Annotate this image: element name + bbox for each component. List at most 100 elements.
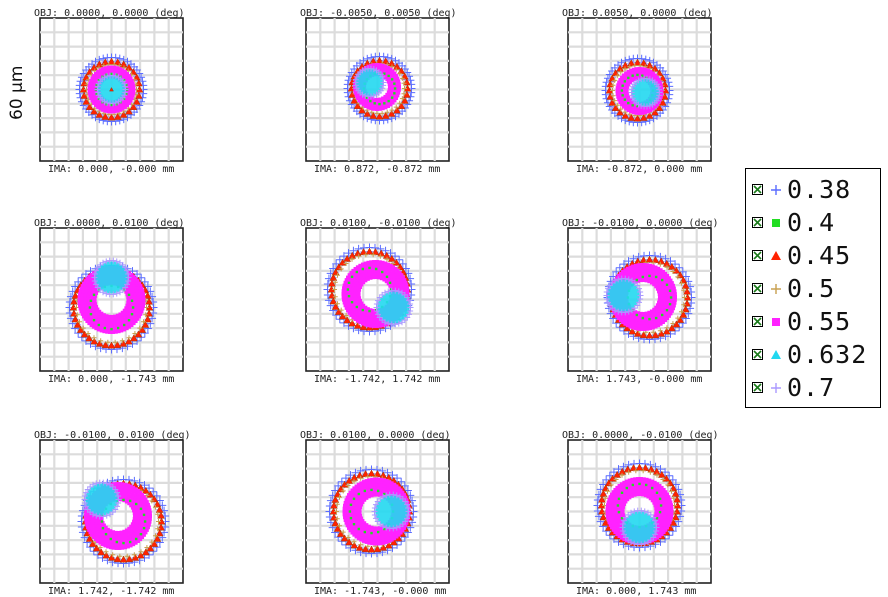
spot-0.55 — [139, 525, 144, 530]
spot-0.45 — [616, 108, 624, 116]
spot-0.7 — [604, 299, 611, 306]
spot-0.55 — [617, 483, 622, 488]
spot-0.55 — [127, 81, 132, 86]
spot-0.55 — [112, 65, 117, 70]
spot-0.55 — [365, 264, 370, 269]
legend-entry[interactable]: 0.45 — [752, 239, 880, 272]
spot-0.7 — [399, 319, 405, 326]
spot-0.55 — [655, 482, 660, 487]
spot-0.45 — [330, 501, 338, 509]
spot-0.55 — [645, 490, 650, 495]
checkbox-icon[interactable] — [752, 184, 763, 195]
legend-entry[interactable]: 0.55 — [752, 305, 880, 338]
spot-0.55 — [617, 526, 622, 531]
spot-0.4 — [368, 266, 371, 270]
spot-0.55 — [94, 305, 99, 310]
spot-0.55 — [655, 312, 660, 317]
spot-0.55 — [638, 492, 643, 497]
spot-0.5 — [399, 96, 405, 102]
spot-0.55 — [345, 506, 350, 511]
spot-0.7 — [620, 531, 627, 538]
checkbox-icon[interactable] — [752, 316, 763, 327]
checkbox-icon[interactable] — [752, 283, 763, 294]
spot-0.55 — [390, 281, 395, 286]
spot-0.55 — [128, 98, 133, 103]
spot-0.55 — [656, 514, 661, 519]
spot-0.4 — [669, 296, 673, 299]
spot-0.55 — [649, 280, 654, 285]
spot-0.5 — [105, 339, 111, 345]
spot-0.55 — [342, 506, 347, 511]
spot-0.55 — [131, 303, 136, 308]
spot-0.55 — [654, 269, 659, 274]
spot-0.55 — [369, 493, 374, 498]
spot-0.55 — [113, 323, 118, 328]
spot-0.5 — [671, 495, 677, 501]
spot-0.55 — [107, 535, 112, 540]
spot-0.55 — [99, 311, 104, 316]
spot-0.55 — [83, 316, 88, 321]
spot-0.55 — [620, 315, 625, 320]
spot-0.55 — [369, 525, 374, 530]
spot-0.55 — [345, 495, 350, 500]
spot-0.55 — [95, 534, 100, 539]
checkbox-icon[interactable] — [752, 349, 763, 360]
spot-0.55 — [144, 511, 149, 516]
spot-0.55 — [626, 482, 631, 487]
spot-0.55 — [365, 273, 370, 278]
spot-0.4 — [128, 540, 132, 544]
legend-entry[interactable]: 0.4 — [752, 206, 880, 239]
spot-0.55 — [660, 297, 665, 302]
checkbox-icon[interactable] — [752, 382, 763, 393]
spot-0.55 — [127, 501, 132, 506]
spot-0.55 — [104, 314, 109, 319]
spot-0.55 — [657, 483, 662, 488]
spot-0.55 — [113, 530, 118, 535]
spot-0.45 — [666, 479, 675, 487]
spot-0.45 — [101, 112, 110, 120]
spot-0.4 — [109, 537, 113, 541]
legend-entry[interactable]: 0.38 — [752, 173, 880, 206]
legend-entry[interactable]: 0.5 — [752, 272, 880, 305]
spot-0.55 — [388, 97, 393, 102]
spot-0.55 — [638, 278, 643, 283]
spot-0.55 — [386, 104, 390, 109]
spot-0.55 — [118, 542, 123, 547]
spot-0.55 — [353, 530, 358, 535]
spot-0.55 — [88, 283, 93, 288]
spot-0.55 — [127, 490, 132, 495]
checkbox-icon[interactable] — [752, 217, 763, 228]
spot-points — [65, 257, 158, 354]
spot-0.55 — [360, 483, 365, 488]
spot-0.55 — [394, 534, 399, 539]
spot-0.55 — [356, 523, 361, 528]
spot-0.55 — [658, 493, 663, 498]
spot-0.55 — [92, 299, 97, 304]
legend-entry[interactable]: 0.7 — [752, 371, 880, 404]
spot-0.55 — [389, 79, 394, 84]
legend-entry[interactable]: 0.632 — [752, 338, 880, 371]
spot-0.55 — [348, 490, 353, 495]
spot-0.55 — [116, 539, 121, 544]
spot-0.45 — [683, 287, 691, 295]
spot-0.7 — [606, 302, 613, 309]
spot-0.45 — [350, 96, 359, 104]
spot-0.55 — [402, 278, 407, 283]
spot-0.55 — [353, 488, 358, 493]
spot-0.55 — [358, 505, 363, 510]
spot-0.55 — [129, 95, 134, 100]
spot-0.55 — [669, 297, 674, 302]
spot-0.55 — [373, 66, 378, 71]
spot-0.55 — [389, 267, 394, 272]
spot-0.55 — [622, 537, 627, 542]
spot-0.55 — [92, 100, 97, 105]
checkbox-icon[interactable] — [752, 250, 763, 261]
spot-0.7 — [604, 285, 611, 292]
spot-0.38 — [403, 486, 412, 495]
spot-0.55 — [348, 508, 353, 513]
spot-0.5 — [612, 98, 618, 104]
spot-0.55 — [605, 509, 610, 513]
spot-0.55 — [83, 279, 88, 284]
spot-0.38 — [351, 468, 360, 477]
spot-0.55 — [386, 281, 391, 286]
